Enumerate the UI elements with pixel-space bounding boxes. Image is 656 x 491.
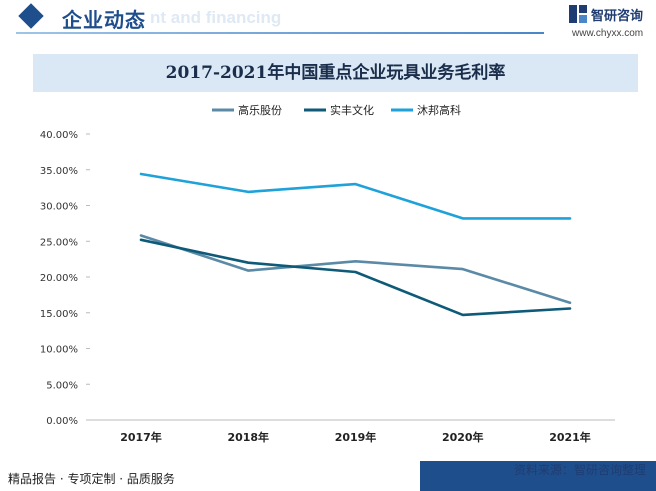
chart-title: 2017-2021年中国重点企业玩具业务毛利率 (165, 63, 506, 83)
x-tick-label: 2021年 (549, 430, 591, 444)
y-tick-label: 0.00% (46, 416, 78, 427)
chart-title-band: 2017-2021年中国重点企业玩具业务毛利率 (33, 54, 638, 92)
y-tick-label: 20.00% (40, 273, 78, 284)
legend-label: 高乐股份 (238, 103, 282, 117)
header-divider (16, 32, 544, 34)
chart-series (139, 172, 572, 317)
series-line (139, 172, 572, 220)
y-tick-label: 25.00% (40, 237, 78, 248)
section-title: 企业动态 (62, 8, 146, 32)
logo-name: 智研咨询 (591, 9, 644, 24)
footer-tagline: 精品报告 · 专项定制 · 品质服务 (8, 472, 175, 486)
page-header: 企业动态 nt and financing 智研咨询 www.chyxx.com (0, 0, 656, 50)
series-line (139, 238, 572, 317)
legend-label: 沐邦高科 (417, 103, 461, 117)
x-axis: 2017年 2018年 2019年 2020年 2021年 (90, 419, 615, 444)
y-axis: 0.00% 5.00% 10.00% 15.00% 20.00% 25.00% 30.00%… (40, 130, 90, 427)
line-chart: 0.00% 5.00% 10.00% 15.00% 20.00% 25.00% 30.00%… (40, 103, 615, 444)
footer-source: 资料来源：智研咨询整理 (513, 463, 646, 477)
x-tick-label: 2020年 (442, 430, 484, 444)
y-tick-label: 40.00% (40, 130, 78, 141)
y-tick-label: 35.00% (40, 166, 78, 177)
y-tick-label: 15.00% (40, 309, 78, 320)
header-watermark-text: nt and financing (150, 8, 282, 27)
y-tick-label: 10.00% (40, 345, 78, 356)
chart-legend: 高乐股份 实丰文化 沐邦高科 (212, 103, 461, 117)
footer-light-panel (0, 461, 420, 491)
y-tick-label: 30.00% (40, 202, 78, 213)
brand-logo: 智研咨询 www.chyxx.com (568, 4, 652, 44)
logo-url: www.chyxx.com (572, 28, 644, 39)
logo-mark-icon (569, 5, 587, 23)
y-tick-label: 5.00% (46, 380, 78, 391)
page-footer: 精品报告 · 专项定制 · 品质服务 资料来源：智研咨询整理 (0, 461, 656, 491)
x-tick-label: 2018年 (227, 430, 269, 444)
x-tick-label: 2019年 (335, 430, 377, 444)
x-tick-label: 2017年 (120, 430, 162, 444)
series-line (139, 234, 572, 305)
legend-label: 实丰文化 (330, 103, 374, 117)
